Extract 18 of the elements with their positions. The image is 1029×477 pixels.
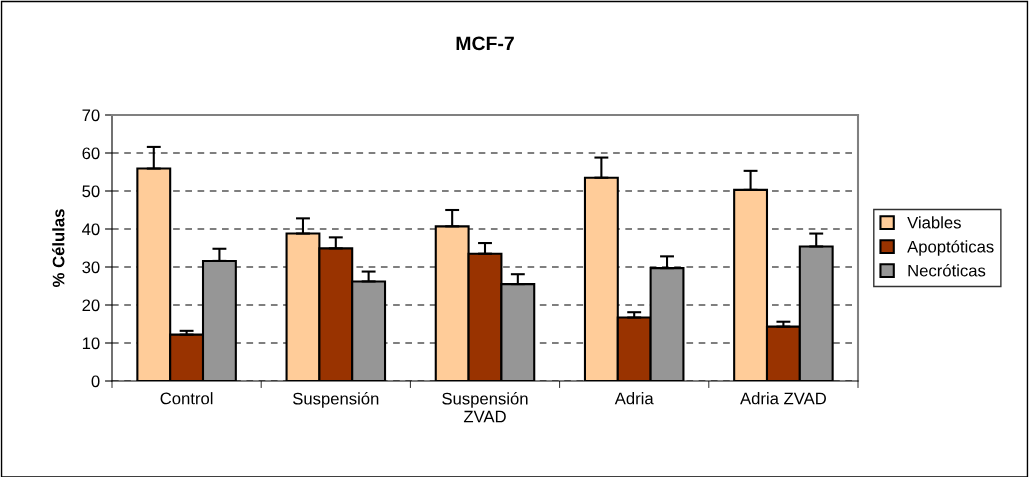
legend-label: Viables xyxy=(907,216,961,229)
y-tick-label: 10 xyxy=(82,337,100,350)
y-tick-label: 0 xyxy=(91,375,100,388)
y-tick-label: 30 xyxy=(82,261,100,274)
y-tick-label: 60 xyxy=(82,147,100,160)
x-tick-label: Suspensión ZVAD xyxy=(442,392,528,423)
x-tick-label: Suspensión xyxy=(293,392,379,408)
x-tick-label: Adria xyxy=(614,392,654,405)
x-tick-label: Control xyxy=(160,392,213,405)
y-tick-label: 40 xyxy=(82,223,100,236)
chart-title: MCF-7 xyxy=(456,36,514,51)
x-tick-label: Adria ZVAD xyxy=(740,392,826,405)
legend-label: Apoptóticas xyxy=(907,240,994,256)
y-tick-label: 70 xyxy=(82,109,100,122)
y-axis-title: % Células xyxy=(52,209,65,287)
y-tick-label: 20 xyxy=(82,299,100,312)
y-tick-label: 50 xyxy=(82,185,100,198)
legend-label: Necróticas xyxy=(908,264,986,277)
